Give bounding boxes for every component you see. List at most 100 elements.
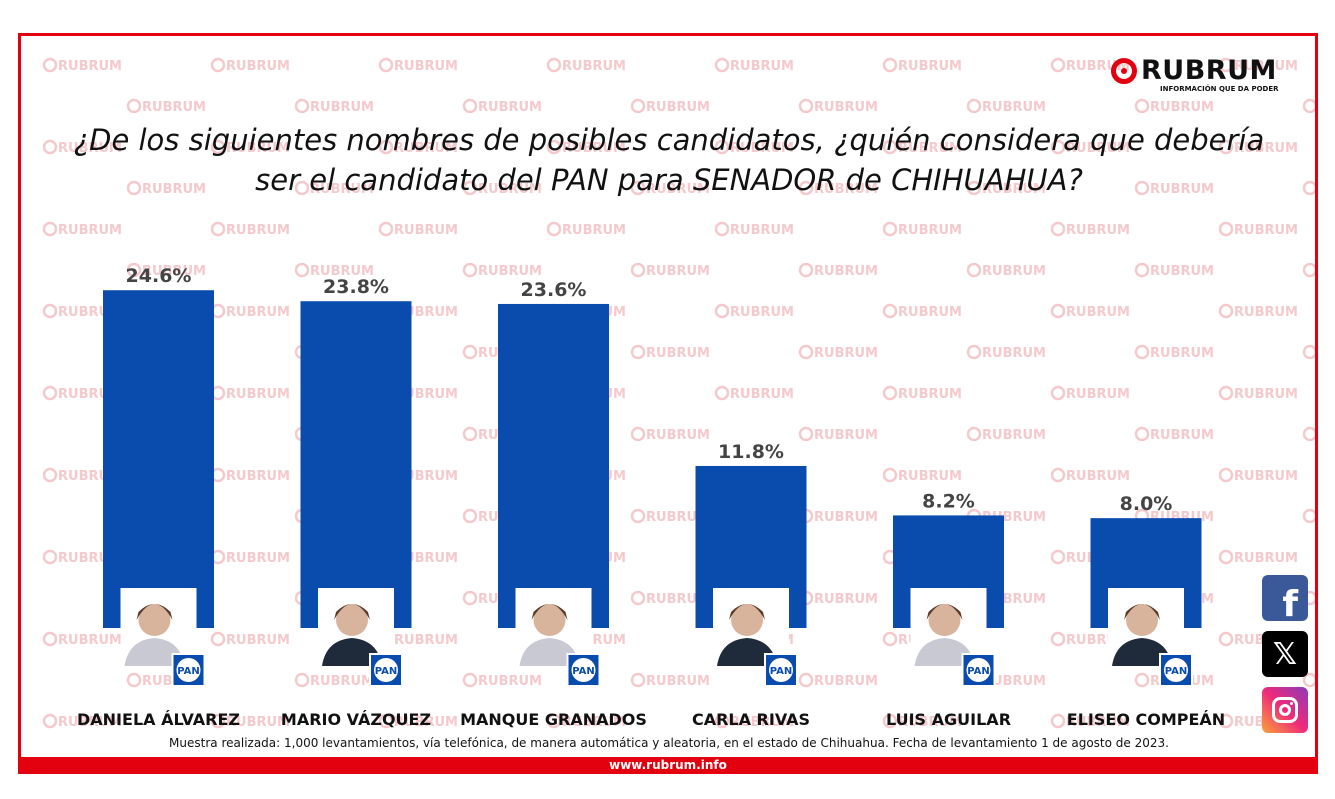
svg-text:RUBRUM: RUBRUM [982, 428, 1046, 443]
svg-text:RUBRUM: RUBRUM [730, 223, 794, 238]
watermark-logo: RUBRUM [42, 221, 122, 238]
watermark-logo: RUBRUM [1302, 344, 1315, 360]
svg-text:RUBRUM: RUBRUM [1234, 141, 1298, 156]
instagram-icon[interactable] [1262, 687, 1308, 733]
svg-text:RUBRUM: RUBRUM [814, 510, 878, 525]
watermark-logo: RUBRUM [546, 139, 626, 156]
watermark-logo: RUBRUM [966, 426, 1046, 443]
watermark-logo: RUBRUM [630, 426, 710, 443]
svg-text:RUBRUM: RUBRUM [982, 182, 1046, 197]
svg-text:RUBRUM: RUBRUM [562, 141, 626, 156]
svg-text:RUBRUM: RUBRUM [898, 223, 962, 238]
watermark-logo: RUBRUM [210, 631, 290, 648]
svg-text:RUBRUM: RUBRUM [646, 592, 710, 607]
watermark-logo: RUBRUM [462, 98, 542, 115]
svg-text:RUBRUM: RUBRUM [226, 387, 290, 402]
svg-text:RUBRUM: RUBRUM [478, 264, 542, 279]
footer-website[interactable]: www.rubrum.info [18, 757, 1318, 774]
svg-text:RUBRUM: RUBRUM [1234, 469, 1298, 484]
watermark-logo: RUBRUM [378, 713, 458, 730]
watermark-logo: RUBRUM [210, 221, 290, 238]
candidate-photo [120, 588, 197, 666]
svg-text:RUBRUM: RUBRUM [898, 59, 962, 74]
watermark-logo: RUBRUM [630, 262, 710, 279]
svg-text:RUBRUM: RUBRUM [58, 223, 122, 238]
svg-text:RUBRUM: RUBRUM [58, 715, 122, 730]
watermark-logo: RUBRUM [42, 139, 122, 156]
watermark-logo: RUBRUM [1302, 508, 1315, 524]
svg-text:RUBRUM: RUBRUM [310, 674, 374, 689]
watermark-logo: RUBRUM [630, 98, 710, 115]
pan-logo-icon: PAN [1159, 653, 1193, 687]
watermark-logo: RUBRUM [462, 672, 542, 689]
watermark-logo: RUBRUM [798, 426, 878, 443]
watermark-logo: RUBRUM [42, 631, 122, 648]
svg-text:RUBRUM: RUBRUM [730, 141, 794, 156]
svg-text:PAN: PAN [572, 666, 595, 677]
candidate-photo [1108, 588, 1184, 666]
svg-text:RUBRUM: RUBRUM [898, 387, 962, 402]
watermark-logo: RUBRUM [1050, 139, 1130, 156]
watermark-logo: RUBRUM [294, 98, 374, 115]
chart-frame: RUBRUM RUBRUM RUBRUM RUBRUM RUBRUM RUBRUM RUBR… [18, 33, 1318, 771]
facebook-icon[interactable]: f [1262, 575, 1308, 625]
chart-title-line-2: ser el candidato del PAN para SENADOR de… [255, 163, 1083, 197]
watermark-logo: RUBRUM [966, 262, 1046, 279]
watermark-logo: RUBRUM [714, 713, 794, 730]
svg-text:RUBRUM: RUBRUM [646, 510, 710, 525]
watermark-logo: RUBRUM [1134, 426, 1214, 443]
svg-text:RUBRUM: RUBRUM [646, 182, 710, 197]
watermark-logo: RUBRUM [210, 139, 290, 156]
svg-text:RUBRUM: RUBRUM [814, 264, 878, 279]
svg-text:RUBRUM: RUBRUM [1066, 469, 1130, 484]
watermark-logo: RUBRUM [1302, 672, 1315, 688]
svg-text:RUBRUM: RUBRUM [1066, 223, 1130, 238]
facebook-glyph: f [1282, 584, 1298, 625]
svg-text:RUBRUM: RUBRUM [1150, 346, 1214, 361]
watermark-logo: RUBRUM [966, 98, 1046, 115]
candidate-photo [318, 588, 394, 666]
watermark-logo: RUBRUM [966, 180, 1046, 197]
svg-text:RUBRUM: RUBRUM [562, 223, 626, 238]
svg-text:RUBRUM: RUBRUM [814, 592, 878, 607]
candidate-photo [515, 588, 592, 666]
watermark-logo: RUBRUM [798, 180, 878, 197]
svg-text:RUBRUM: RUBRUM [226, 141, 290, 156]
watermark-logo: RUBRUM [1218, 57, 1298, 74]
watermark-logo: RUBRUM [1134, 262, 1214, 279]
svg-text:RUBRUM: RUBRUM [1234, 305, 1298, 320]
category-label: ELISEO COMPEÁN [1067, 710, 1225, 729]
watermark-logo: RUBRUM [882, 713, 962, 730]
data-label: 11.8% [718, 441, 784, 463]
svg-text:RUBRUM: RUBRUM [1150, 428, 1214, 443]
watermark-logo: RUBRUM [1134, 180, 1214, 197]
svg-text:RUBRUM: RUBRUM [226, 633, 290, 648]
watermark-logo: RUBRUM [714, 385, 794, 402]
svg-text:RUBRUM: RUBRUM [142, 264, 206, 279]
watermark-logo: RUBRUM [882, 467, 962, 484]
watermark-logo: RUBRUM [1302, 262, 1315, 278]
watermark-logo: RUBRUM [1218, 549, 1298, 566]
watermark-logo: RUBRUM [714, 221, 794, 238]
methodology-note: Muestra realizada: 1,000 levantamientos,… [169, 736, 1169, 750]
watermark-logo: RUBRUM [126, 180, 206, 197]
svg-text:RUBRUM: RUBRUM [730, 305, 794, 320]
watermark-logo: RUBRUM [1218, 139, 1298, 156]
data-label: 23.8% [323, 276, 389, 298]
bar [498, 303, 609, 628]
watermark-logo: RUBRUM [1218, 303, 1298, 320]
svg-text:RUBRUM: RUBRUM [730, 715, 794, 730]
svg-text:RUBRUM: RUBRUM [1066, 305, 1130, 320]
category-label: MARIO VÁZQUEZ [281, 710, 431, 729]
watermark-logo: RUBRUM [798, 672, 878, 689]
pan-logo-icon: PAN [764, 653, 798, 687]
svg-text:RUBRUM: RUBRUM [226, 715, 290, 730]
social-links: f 𝕏 [1262, 575, 1310, 743]
watermark-logo: RUBRUM [882, 385, 962, 402]
rubrum-logo: RUBRUM INFORMACIÓN QUE DA PODER [1111, 56, 1301, 96]
svg-text:RUBRUM: RUBRUM [310, 264, 374, 279]
watermark-logo: RUBRUM [882, 57, 962, 74]
pan-logo-icon: PAN [171, 653, 206, 687]
svg-text:RUBRUM: RUBRUM [1234, 387, 1298, 402]
x-icon[interactable]: 𝕏 [1262, 631, 1308, 677]
